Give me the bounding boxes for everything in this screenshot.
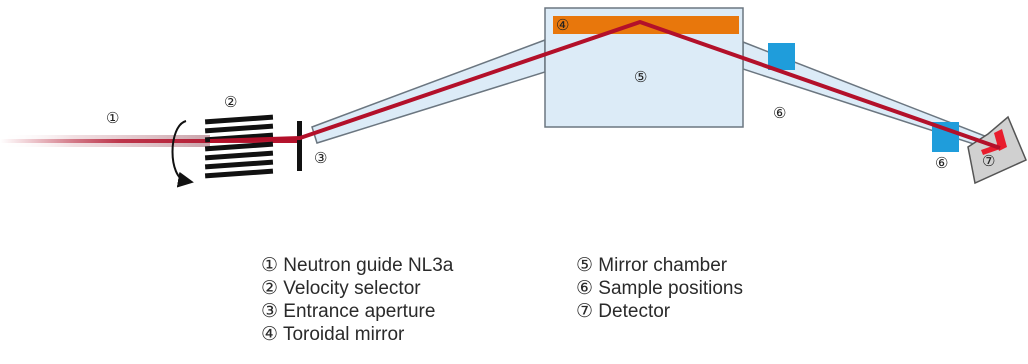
marker-7: ⑦ bbox=[982, 153, 995, 170]
legend-left: ① Neutron guide NL3a ② Velocity selector… bbox=[261, 254, 453, 346]
sample-position-1 bbox=[768, 43, 795, 70]
rotation-arrow-icon bbox=[171, 120, 194, 188]
neutron-beam bbox=[209, 20, 1001, 150]
marker-2: ② bbox=[224, 94, 237, 111]
marker-5: ⑤ bbox=[634, 69, 647, 86]
marker-6b: ⑥ bbox=[935, 155, 948, 172]
legend-item-toroidal-mirror: ④ Toroidal mirror bbox=[261, 324, 405, 345]
legend-item-velocity-selector: ② Velocity selector bbox=[261, 278, 421, 299]
marker-4: ④ bbox=[556, 17, 569, 34]
marker-6a: ⑥ bbox=[773, 105, 786, 122]
legend-item-entrance-aperture: ③ Entrance aperture bbox=[261, 301, 436, 322]
detector bbox=[967, 115, 1027, 185]
legend-right: ⑤ Mirror chamber ⑥ Sample positions ⑦ De… bbox=[576, 254, 743, 323]
neutron-guide bbox=[0, 135, 300, 147]
legend-item-sample-positions: ⑥ Sample positions bbox=[576, 278, 744, 299]
marker-1: ① bbox=[106, 110, 119, 127]
legend-item-mirror-chamber: ⑤ Mirror chamber bbox=[576, 255, 728, 276]
velocity-selector bbox=[204, 114, 274, 179]
legend-item-detector: ⑦ Detector bbox=[576, 301, 671, 322]
legend-item-neutron-guide: ① Neutron guide NL3a bbox=[261, 255, 454, 276]
entrance-aperture bbox=[297, 121, 302, 171]
marker-3: ③ bbox=[314, 150, 327, 167]
